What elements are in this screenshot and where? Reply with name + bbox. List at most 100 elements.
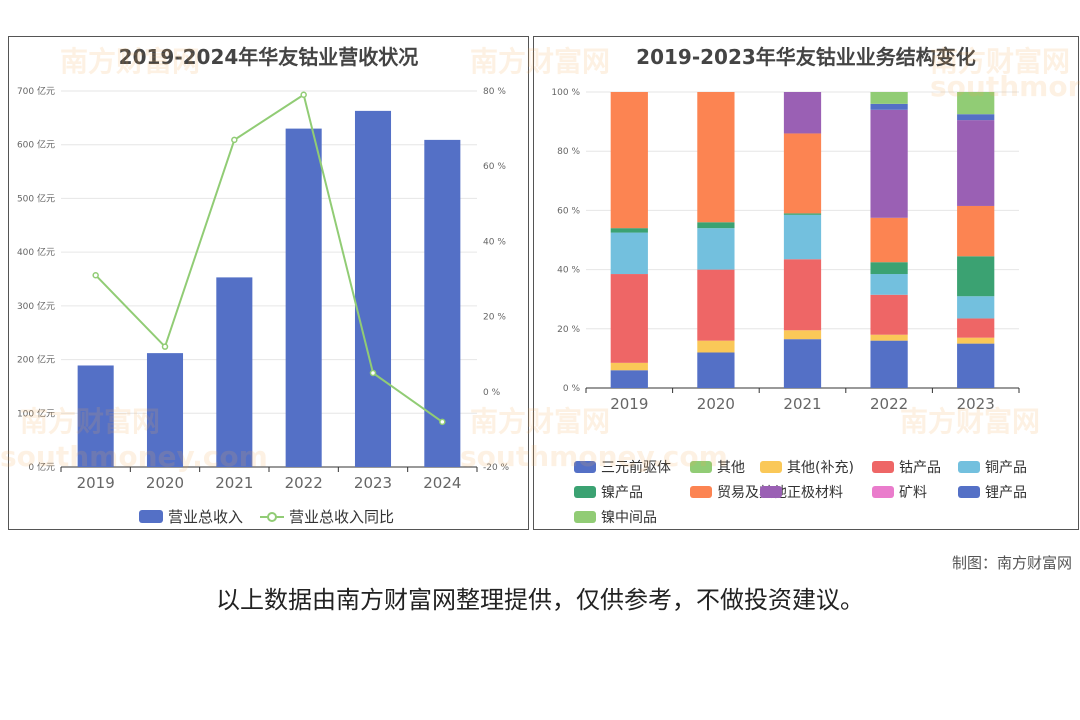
stack-segment [957, 120, 995, 206]
structure-chart-svg: 0 % 20 % 40 % 60 % 80 % 100 % 2019 2020 2021 2022… [551, 88, 1027, 526]
structure-chart-title: 2019-2023年华友钴业业务结构变化 [636, 45, 976, 69]
y-tick-label: 40 % [557, 266, 580, 276]
yoy-point [369, 369, 377, 377]
revenue-chart-title: 2019-2024年华友钴业营收状况 [118, 45, 419, 69]
stack-segment [610, 228, 648, 233]
stack-segment [610, 362, 648, 371]
legend-label: 其他 [717, 460, 745, 476]
stack-segment [610, 370, 648, 388]
stack-segment [697, 92, 735, 223]
y-tick-label: 0 % [563, 384, 581, 394]
x-tick-label: 2023 [354, 474, 392, 492]
x-tick-label: 2019 [610, 395, 648, 413]
revenue-bar [77, 365, 114, 467]
stack-segment [697, 228, 735, 270]
legend-label: 镍产品 [601, 485, 643, 501]
yoy-point [161, 343, 169, 350]
y-tick-label: 100 % [551, 88, 580, 98]
stack-segment [957, 318, 995, 338]
legend-label: 钴产品 [899, 460, 941, 476]
y-tick-label: 60 % [557, 206, 580, 216]
yoy-point [300, 91, 307, 99]
y-left-tick-label: 500 亿元 [17, 192, 55, 204]
y-right-tick-label: 40 % [483, 237, 506, 247]
stack-segment [783, 213, 822, 215]
stack-segment [783, 339, 822, 388]
legend-swatch [574, 486, 596, 498]
revenue-chart-svg: 0 亿元 100 亿元 200 亿元 300 亿元 400 亿元 500 亿元 600 亿元… [17, 85, 510, 526]
x-tick-label: 2021 [783, 395, 821, 413]
legend-label: 正极材料 [787, 485, 843, 501]
legend-label: 锂产品 [985, 485, 1027, 501]
stack-segment [870, 340, 908, 388]
y-tick-label: 80 % [557, 147, 580, 157]
x-tick-label: 2023 [957, 395, 995, 413]
y-left-tick-label: 200 亿元 [17, 354, 55, 366]
y-left-tick-label: 600 亿元 [17, 139, 55, 151]
x-tick-label: 2022 [285, 474, 323, 492]
yoy-point [92, 271, 99, 279]
yoy-line [94, 93, 443, 423]
revenue-bar [216, 277, 253, 467]
stack-segment [783, 214, 822, 260]
x-tick-label: 2022 [870, 395, 908, 413]
y-left-tick-label: 0 亿元 [28, 461, 55, 473]
stack-segment [870, 262, 908, 275]
stack-segment [870, 217, 908, 263]
y-right-tick-label: 20 % [483, 313, 506, 323]
legend-swatch [872, 461, 894, 473]
legend-swatch [760, 461, 782, 473]
legend-label: 三元前驱体 [601, 459, 671, 476]
legend-swatch [760, 486, 782, 498]
yoy-point [231, 136, 238, 144]
y-right-tick-label: 60 % [483, 162, 506, 172]
legend-label: 铜产品 [985, 460, 1027, 476]
stack-segment [870, 274, 908, 295]
y-right-tick-label: 80 % [483, 87, 506, 97]
legend-swatch-revenue [139, 510, 163, 523]
stack-segment [957, 114, 995, 121]
legend-swatch [574, 511, 596, 523]
revenue-chart-panel: 2019-2024年华友钴业营收状况 0 亿元 100 亿元 200 亿元 300 亿… [8, 36, 529, 530]
stack-segment [870, 334, 908, 341]
legend-swatch [690, 461, 712, 473]
stack-segment [957, 256, 995, 297]
legend-swatch [690, 486, 712, 498]
revenue-bar [146, 353, 184, 467]
legend-swatch [958, 461, 980, 473]
y-left-tick-label: 100 亿元 [17, 407, 55, 419]
legend-swatch-yoy-marker [267, 512, 277, 522]
y-tick-label: 20 % [557, 325, 580, 335]
disclaimer-text: 以上数据由南方财富网整理提供，仅供参考，不做投资建议。 [216, 586, 864, 614]
y-right-tick-label: 0 % [483, 388, 501, 398]
stack-segment [957, 296, 995, 319]
stack-segment [870, 294, 908, 335]
y-left-tick-label: 400 亿元 [17, 246, 55, 258]
x-tick-label: 2024 [423, 474, 461, 492]
stack-segment [783, 330, 822, 340]
legend-label: 其他(补充) [787, 460, 854, 476]
x-tick-label: 2020 [146, 474, 184, 492]
stack-segment [870, 103, 908, 110]
legend-label: 营业总收入 [168, 508, 243, 526]
legend-label: 矿料 [899, 485, 927, 501]
yoy-point [439, 418, 446, 426]
stack-segment [697, 269, 735, 341]
legend-swatch [872, 486, 894, 498]
y-left-tick-label: 300 亿元 [17, 300, 55, 312]
revenue-bar [354, 110, 392, 468]
stack-segment [783, 133, 822, 214]
stack-segment [697, 222, 735, 229]
legend-swatch [574, 461, 596, 473]
legend-label: 营业总收入同比 [289, 508, 394, 526]
stack-segment [610, 274, 648, 363]
y-right-tick-label: -20 % [483, 463, 510, 473]
revenue-bar [285, 128, 322, 467]
stack-segment [870, 109, 908, 218]
revenue-bar [424, 139, 461, 467]
stack-segment [957, 337, 995, 344]
stack-segment [957, 205, 995, 257]
y-left-tick-label: 700 亿元 [17, 85, 55, 97]
stack-segment [697, 352, 735, 388]
stack-segment [610, 92, 648, 229]
